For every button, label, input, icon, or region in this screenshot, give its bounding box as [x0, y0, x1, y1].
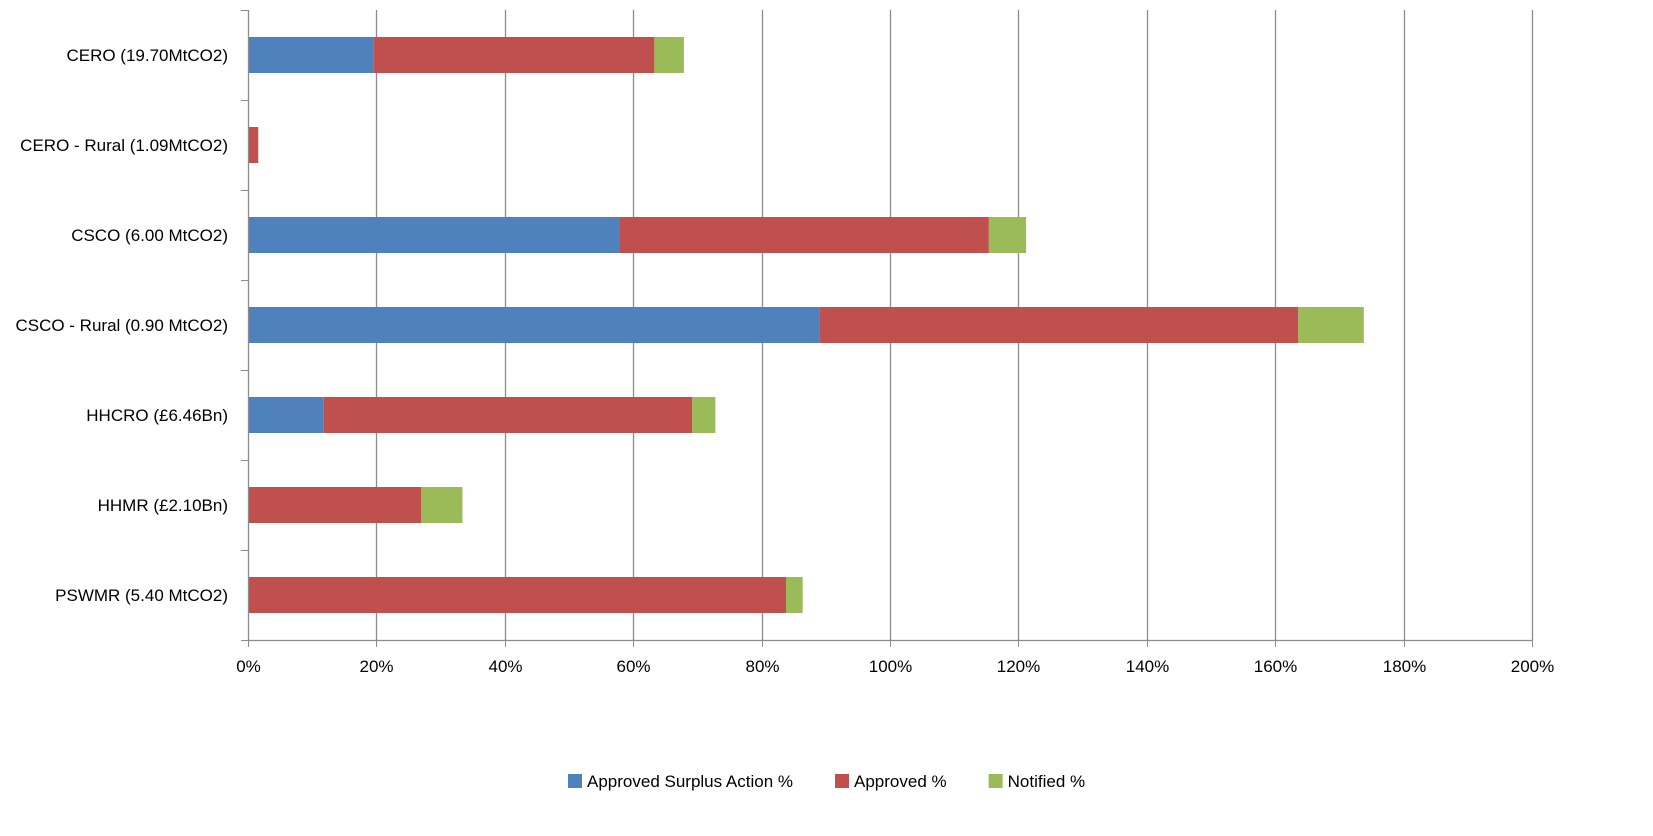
bar-segment: [654, 37, 684, 73]
bar-segment: [248, 307, 820, 343]
bar-segment: [248, 127, 259, 163]
x-tick-label: 200%: [1511, 657, 1554, 676]
bar-segment: [373, 37, 655, 73]
x-tick-label: 20%: [359, 657, 393, 676]
bar-segment: [248, 217, 620, 253]
category-label: HHMR (£2.10Bn): [98, 496, 228, 515]
bar-segment: [785, 577, 803, 613]
bar-segment: [421, 487, 463, 523]
bar-segment: [819, 307, 1299, 343]
bar-segment: [1298, 307, 1364, 343]
x-tick-labels: 0% 20% 40% 60% 80% 100% 120% 140% 160% 180% 200%: [236, 657, 1554, 676]
bar-segment: [248, 397, 324, 433]
x-tick-label: 40%: [488, 657, 522, 676]
legend-label: Approved Surplus Action %: [587, 772, 793, 791]
x-tick-label: 160%: [1254, 657, 1297, 676]
category-label: CSCO (6.00 MtCO2): [71, 226, 228, 245]
legend-swatch: [988, 774, 1003, 788]
category-label: HHCRO (£6.46Bn): [86, 406, 228, 425]
legend-swatch: [835, 774, 850, 788]
legend: Approved Surplus Action % Approved % Notif…: [568, 772, 1085, 791]
category-label: PSWMR (5.40 MtCO2): [55, 586, 228, 605]
category-label: CERO - Rural (1.09MtCO2): [20, 136, 228, 155]
bars: [248, 37, 1364, 613]
bar-segment: [323, 397, 693, 433]
x-tick-label: 100%: [869, 657, 912, 676]
axes: [241, 10, 1533, 647]
bar-segment: [692, 397, 716, 433]
x-tick-label: 0%: [236, 657, 261, 676]
category-labels: CERO (19.70MtCO2) CERO - Rural (1.09MtCO2…: [15, 46, 228, 605]
x-tick-label: 180%: [1383, 657, 1426, 676]
x-tick-label: 120%: [997, 657, 1040, 676]
x-tick-label: 60%: [616, 657, 650, 676]
legend-label: Notified %: [1008, 772, 1085, 791]
bar-segment: [248, 577, 786, 613]
bar-segment: [619, 217, 989, 253]
category-label: CERO (19.70MtCO2): [66, 46, 228, 65]
x-tick-label: 140%: [1126, 657, 1169, 676]
x-tick-label: 80%: [745, 657, 779, 676]
bar-segment: [248, 37, 374, 73]
bar-segment: [988, 217, 1027, 253]
legend-label: Approved %: [854, 772, 947, 791]
bar-segment: [248, 487, 422, 523]
legend-swatch: [568, 774, 582, 788]
category-label: CSCO - Rural (0.90 MtCO2): [15, 316, 228, 335]
